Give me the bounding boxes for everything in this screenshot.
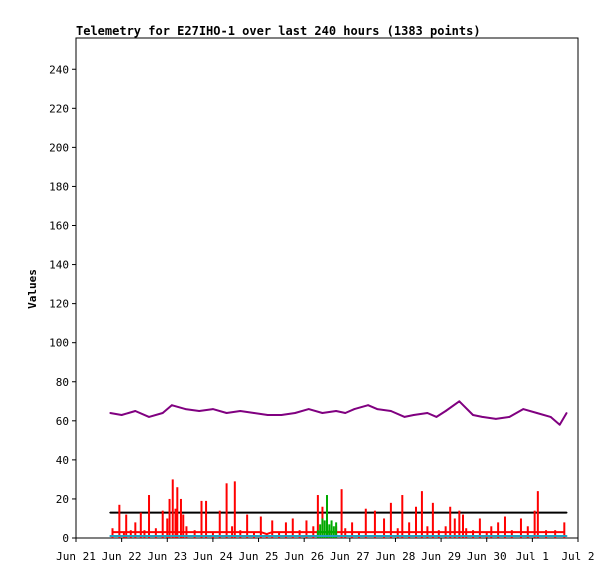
y-tick-label: 60 (56, 415, 69, 428)
x-tick-label: Jun 21 (56, 550, 96, 563)
data-point (266, 414, 269, 416)
data-point (565, 535, 568, 537)
x-tick-label: Jun 22 (102, 550, 142, 563)
data-point (109, 535, 112, 537)
data-point (412, 414, 415, 416)
y-tick-label: 240 (49, 63, 69, 76)
y-tick-label: 220 (49, 102, 69, 115)
y-axis: 0 20 40 60 80 100 120 140 160 180 200 220 240 (49, 63, 76, 545)
data-point (565, 511, 568, 514)
data-point (184, 408, 187, 410)
y-tick-label: 180 (49, 180, 69, 193)
data-point (280, 414, 283, 416)
data-point (444, 410, 447, 412)
data-point (536, 412, 538, 414)
x-tick-label: Jun 28 (376, 550, 416, 563)
y-axis-label: Values (26, 269, 39, 309)
data-point (494, 417, 497, 420)
data-point (565, 412, 568, 414)
x-tick-label: Jun 24 (193, 550, 233, 563)
series-2 (111, 479, 566, 538)
y-tick-label: 100 (49, 337, 69, 350)
data-point (321, 412, 324, 414)
data-point (294, 412, 296, 414)
data-point (225, 412, 228, 414)
x-tick-label: Jun 27 (330, 550, 370, 563)
x-tick-label: Jul 2 (561, 550, 594, 563)
data-point (549, 416, 552, 418)
y-tick-label: 20 (56, 493, 69, 506)
data-point (253, 412, 255, 414)
data-point (335, 410, 338, 412)
x-tick-label: Jun 30 (467, 550, 507, 563)
data-point (472, 414, 474, 416)
data-point (558, 423, 561, 426)
data-point (353, 408, 356, 410)
data-point (161, 412, 164, 414)
x-tick-label: Jun 23 (147, 550, 187, 563)
data-point (481, 416, 484, 418)
series-line (110, 400, 568, 426)
data-point (198, 410, 201, 412)
series-layer (109, 400, 568, 538)
y-tick-label: 120 (49, 298, 69, 311)
plot-frame (75, 37, 579, 539)
data-point (403, 416, 406, 418)
data-point (426, 412, 429, 414)
y-tick-label: 0 (62, 532, 69, 545)
y-tick-label: 200 (49, 141, 69, 154)
x-tick-label: Jun 25 (239, 550, 279, 563)
data-point (239, 410, 242, 412)
data-point (148, 416, 150, 418)
series-3 (316, 495, 338, 538)
data-point (508, 416, 511, 418)
x-axis: Jun 21 Jun 22 Jun 23 Jun 24 Jun 25 Jun 26 Jun … (56, 538, 595, 563)
x-tick-label: Jun 26 (284, 550, 324, 563)
y-tick-label: 140 (49, 259, 69, 272)
data-point (458, 400, 461, 403)
series-1 (109, 511, 568, 514)
series-0 (109, 400, 568, 426)
data-point (109, 511, 112, 514)
data-point (367, 404, 369, 407)
x-tick-label: Jun 29 (421, 550, 461, 563)
data-point (109, 412, 112, 414)
y-tick-label: 40 (56, 454, 69, 467)
series-4 (109, 535, 568, 537)
chart-title: Telemetry for E27IHO-1 over last 240 hou… (76, 24, 481, 38)
y-tick-label: 80 (56, 376, 69, 389)
data-point (170, 404, 173, 407)
data-point (134, 410, 137, 412)
data-point (522, 408, 525, 410)
data-point (344, 412, 347, 414)
data-point (212, 408, 214, 410)
y-tick-label: 160 (49, 220, 69, 233)
data-point (120, 414, 123, 416)
data-point (307, 408, 310, 410)
x-tick-label: Jul 1 (516, 550, 549, 563)
data-point (435, 416, 438, 418)
data-point (389, 410, 392, 412)
data-point (376, 408, 379, 410)
